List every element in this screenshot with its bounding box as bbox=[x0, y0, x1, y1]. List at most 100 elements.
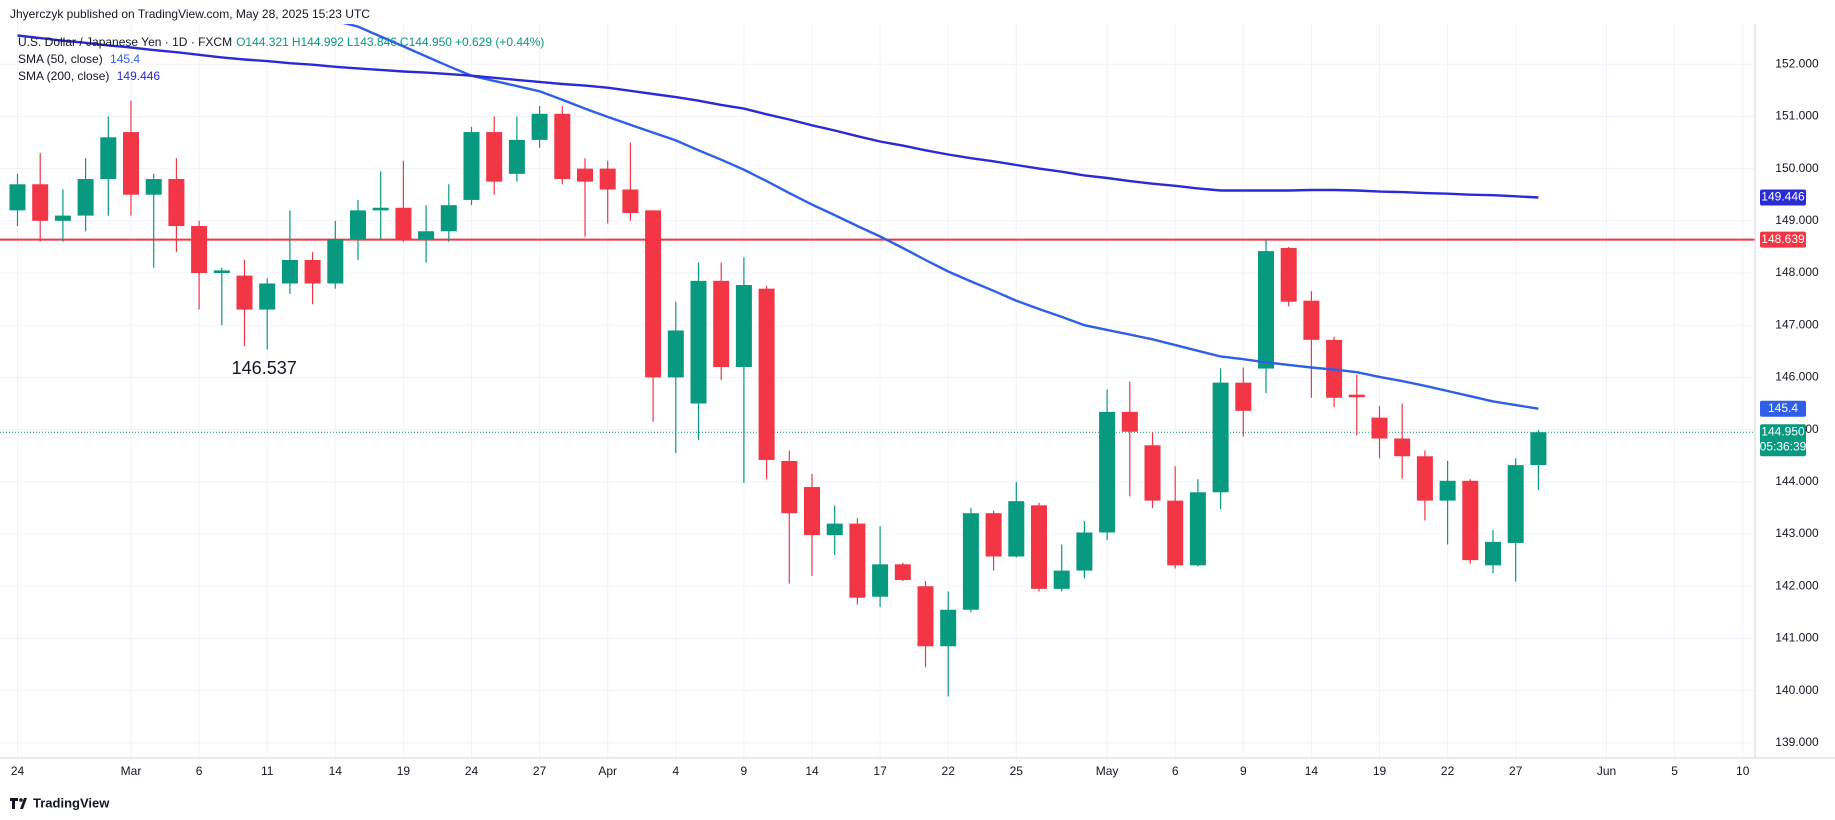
symbol: U.S. Dollar / Japanese Yen · 1D · FXCM bbox=[18, 35, 233, 49]
x-tick-label: 14 bbox=[805, 764, 819, 778]
sma-line bbox=[17, 34, 1539, 199]
x-tick-label: 11 bbox=[261, 764, 274, 778]
axes: 139.000 140.000 141.000 142.000 143.000 144.0… bbox=[11, 56, 1819, 778]
x-tick-label: 19 bbox=[397, 764, 411, 778]
candle-body bbox=[962, 513, 979, 610]
candle-body bbox=[168, 179, 185, 227]
candle-body bbox=[1258, 251, 1274, 369]
candle-body bbox=[1416, 456, 1433, 501]
x-tick-label: 27 bbox=[1509, 764, 1523, 778]
candle-body bbox=[872, 564, 889, 597]
candle-body bbox=[1462, 480, 1479, 561]
x-tick-label: 9 bbox=[741, 764, 748, 778]
candle-body bbox=[372, 207, 389, 211]
candle-body bbox=[1348, 394, 1365, 398]
level-tag-bg bbox=[1760, 231, 1806, 248]
y-tick-label: 141.000 bbox=[1775, 631, 1819, 645]
candle-body bbox=[735, 285, 752, 367]
ohlc-item: O144.321 bbox=[236, 35, 289, 49]
sma50-tag: 145.4 bbox=[1768, 401, 1798, 415]
legend-label: SMA (200, close) bbox=[18, 69, 110, 83]
ohlc-item: +0.629 (+0.44%) bbox=[454, 35, 545, 49]
candle-body bbox=[1099, 411, 1116, 533]
sma50-legend: SMA (50, close) 145.4 bbox=[18, 52, 144, 66]
candle-body bbox=[1212, 382, 1229, 493]
candle-body bbox=[1235, 382, 1252, 411]
candle-body bbox=[259, 283, 276, 310]
candle-body bbox=[100, 137, 117, 180]
x-tick-label: 9 bbox=[1240, 764, 1247, 778]
x-tick-label: 5 bbox=[1671, 764, 1678, 778]
y-tick-label: 146.000 bbox=[1775, 370, 1819, 384]
candle-body bbox=[985, 513, 1002, 557]
candle-body bbox=[236, 275, 253, 310]
candle-body bbox=[577, 168, 593, 182]
y-tick-label: 143.000 bbox=[1775, 526, 1819, 540]
branding: TradingView bbox=[33, 795, 110, 810]
x-tick-label: 6 bbox=[1172, 764, 1179, 778]
x-tick-label: 10 bbox=[1736, 764, 1750, 778]
legend-value: 149.446 bbox=[116, 69, 161, 83]
candle-body bbox=[1031, 505, 1047, 589]
x-tick-label: 25 bbox=[1010, 764, 1024, 778]
candle-body bbox=[440, 205, 457, 232]
candle-body bbox=[213, 270, 230, 274]
x-tick-label: 24 bbox=[11, 764, 25, 778]
x-tick-label: Apr bbox=[598, 764, 617, 778]
x-tick-label: 14 bbox=[329, 764, 343, 778]
plot-area bbox=[0, 24, 1755, 697]
x-tick-label: Mar bbox=[121, 764, 142, 778]
x-tick-label: 22 bbox=[1441, 764, 1455, 778]
level-tag: 148.639 bbox=[1761, 232, 1805, 246]
ohlc-values: O144.321 H144.992 L143.846 C144.950 +0.629 (… bbox=[236, 35, 547, 49]
x-tick-label: 24 bbox=[465, 764, 479, 778]
candle-body bbox=[826, 523, 843, 536]
sma200-tag: 149.446 bbox=[1761, 190, 1805, 204]
ohlc-item: L143.846 bbox=[346, 35, 397, 49]
last-price-tag: 144.950 bbox=[1761, 424, 1805, 438]
candle-body bbox=[1008, 501, 1025, 557]
candle-body bbox=[350, 210, 366, 240]
candle-body bbox=[77, 179, 94, 216]
candle-body bbox=[781, 460, 798, 514]
x-tick-label: 4 bbox=[672, 764, 679, 778]
candle-body bbox=[191, 226, 208, 274]
legend-label: SMA (50, close) bbox=[18, 52, 103, 66]
candle-body bbox=[531, 113, 548, 140]
sma200-legend: SMA (200, close) 149.446 bbox=[18, 69, 164, 83]
candle-body bbox=[1507, 465, 1524, 543]
candle-body bbox=[1167, 500, 1184, 566]
candle-body bbox=[508, 139, 525, 174]
y-tick-label: 150.000 bbox=[1775, 161, 1819, 175]
candle-body bbox=[599, 168, 616, 190]
candle-body bbox=[145, 179, 162, 195]
candle-body bbox=[554, 113, 571, 180]
candle-body bbox=[758, 288, 775, 460]
grid bbox=[0, 24, 1755, 758]
sma-line bbox=[342, 24, 1539, 410]
candle-body bbox=[645, 210, 662, 378]
y-tick-label: 147.000 bbox=[1775, 317, 1819, 331]
candle-body bbox=[1439, 480, 1456, 501]
x-tick-label: 6 bbox=[196, 764, 203, 778]
sma200-tag-bg bbox=[1760, 189, 1806, 206]
candle-body bbox=[463, 132, 480, 200]
x-tick-label: 17 bbox=[873, 764, 887, 778]
candle-body bbox=[1189, 492, 1206, 566]
y-tick-label: 144.000 bbox=[1775, 474, 1819, 488]
sma50-tag-bg bbox=[1760, 400, 1806, 417]
candle-body bbox=[1530, 432, 1547, 466]
y-tick-label: 140.000 bbox=[1775, 683, 1819, 697]
x-tick-label: 14 bbox=[1305, 764, 1319, 778]
publisher-line: Jhyerczyk published on TradingView.com, … bbox=[10, 7, 370, 21]
candle-body bbox=[1394, 438, 1411, 457]
y-tick-label: 152.000 bbox=[1775, 56, 1819, 70]
candle-body bbox=[849, 523, 866, 598]
candle-body bbox=[804, 487, 820, 536]
y-tick-label: 142.000 bbox=[1775, 578, 1819, 592]
candle-body bbox=[32, 184, 49, 221]
countdown: 05:36:39 bbox=[1760, 439, 1807, 453]
ohlc-item: C144.950 bbox=[399, 35, 452, 49]
candle-body bbox=[1076, 532, 1093, 571]
